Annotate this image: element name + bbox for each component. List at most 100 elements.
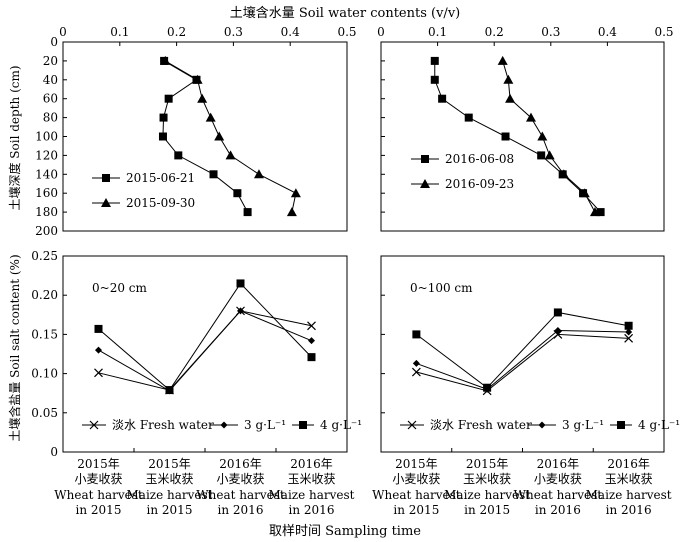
category-event: 小麦收获	[74, 472, 122, 486]
category-year: 2015年	[395, 457, 438, 471]
data-point	[625, 328, 633, 336]
legend-marker	[420, 179, 430, 188]
legend-marker	[421, 155, 429, 163]
data-point	[225, 150, 236, 160]
y-tick-label: 20	[43, 54, 58, 68]
data-point	[197, 93, 208, 103]
data-point	[525, 112, 536, 122]
category-year: 2016年	[219, 457, 262, 471]
y-tick-label: 0.05	[31, 406, 58, 420]
data-point	[165, 386, 174, 395]
data-point	[214, 131, 225, 141]
series-3: 4 g·L⁻¹	[94, 279, 362, 432]
category-year: 2015年	[148, 457, 191, 471]
category-en-1: Maize harvest	[586, 488, 672, 502]
legend-label: 淡水 Fresh water	[112, 418, 214, 432]
data-point	[233, 189, 242, 198]
data-point	[589, 207, 600, 217]
legend-label: 2016-06-08	[445, 152, 514, 166]
category-en-2: in 2016	[535, 503, 581, 517]
category-en-1: Maize harvest	[269, 488, 355, 502]
x-tick-label: 0.5	[337, 25, 356, 39]
data-point	[430, 56, 439, 65]
category-event: 玉米收获	[287, 472, 335, 486]
y-tick-label: 100	[35, 130, 58, 144]
data-point	[209, 170, 218, 179]
y-tick-label: 0	[50, 35, 58, 49]
category-year: 2016年	[607, 457, 650, 471]
data-point	[537, 131, 548, 141]
y-tick-label: 60	[43, 92, 58, 106]
x-tick-label: 0	[377, 25, 385, 39]
data-point	[537, 151, 546, 160]
category-en-1: Maize harvest	[127, 488, 213, 502]
category-event: 小麦收获	[216, 472, 264, 486]
legend-label: 2016-09-23	[445, 177, 514, 191]
data-point	[483, 383, 492, 392]
category-en-1: Wheat harvest	[196, 488, 285, 502]
legend-marker	[101, 198, 111, 207]
data-point	[94, 368, 103, 378]
water-y-axis-label: 土壤深度 Soil depth (cm)	[7, 65, 22, 210]
y-tick-label: 120	[35, 148, 58, 162]
category-event: 玉米收获	[605, 472, 653, 486]
y-tick-label: 0.15	[31, 327, 58, 341]
category-year: 2015年	[466, 457, 509, 471]
legend-label: 淡水 Fresh water	[430, 418, 532, 432]
legend-label: 2015-09-30	[126, 196, 195, 210]
water-panel-1: 0 0.1 0.2 0.3 0.4 0.5 0 20 40 60 80 100 120 140 160 180…	[35, 25, 356, 238]
series-2015-06-21: 2015-06-21	[92, 56, 252, 217]
data-point	[164, 94, 173, 103]
x-tick-label: 0.4	[598, 25, 617, 39]
data-point	[307, 353, 316, 362]
category-en-2: in 2015	[464, 503, 510, 517]
data-point	[596, 208, 605, 217]
y-tick-label: 0.25	[31, 249, 58, 263]
depth-annotation: 0~20 cm	[92, 281, 147, 295]
data-point	[158, 132, 167, 141]
data-point	[412, 330, 421, 339]
legend-marker	[220, 421, 228, 429]
x-tick-label: 0.5	[654, 25, 673, 39]
legend-marker	[102, 174, 110, 182]
data-point	[243, 208, 252, 217]
salt-y-axis-label: 土壤含盐量 Soil salt content (%)	[7, 254, 22, 441]
legend-marker	[538, 421, 546, 429]
series-2: 3 g·L⁻¹	[95, 307, 315, 432]
data-point	[438, 94, 447, 103]
category-en-1: Wheat harvest	[514, 488, 603, 502]
data-point	[579, 188, 590, 198]
data-point	[544, 150, 555, 160]
series-3: 4 g·L⁻¹	[412, 308, 680, 432]
series-1: 淡水 Fresh water	[400, 329, 634, 432]
water-panel-2: 0 0.1 0.2 0.3 0.4 0.5 2016-06-08 2016-09-23	[377, 25, 674, 232]
category-event: 玉米收获	[145, 472, 193, 486]
category-en-2: in 2016	[218, 503, 264, 517]
data-point	[430, 75, 439, 84]
series-line	[98, 282, 312, 391]
category-event: 小麦收获	[534, 472, 582, 486]
x-tick-label: 0.1	[428, 25, 447, 39]
category-en-1: Wheat harvest	[54, 488, 143, 502]
plot-frame	[380, 41, 665, 232]
series-line	[98, 310, 312, 392]
depth-annotation: 0~100 cm	[410, 281, 473, 295]
legend-marker	[89, 420, 99, 430]
data-point	[307, 321, 316, 331]
series-line	[416, 333, 629, 392]
category-year: 2016年	[537, 457, 580, 471]
category-year: 2015年	[77, 457, 120, 471]
data-point	[159, 113, 168, 122]
data-point	[95, 346, 102, 354]
category-en-1: Maize harvest	[444, 488, 530, 502]
series-2015-09-30: 2015-09-30	[92, 55, 301, 217]
category-event: 小麦收获	[392, 472, 440, 486]
data-point	[205, 112, 216, 122]
legend-label: 2015-06-21	[126, 171, 195, 185]
data-point	[624, 321, 633, 330]
category-en-1: Wheat harvest	[372, 488, 461, 502]
